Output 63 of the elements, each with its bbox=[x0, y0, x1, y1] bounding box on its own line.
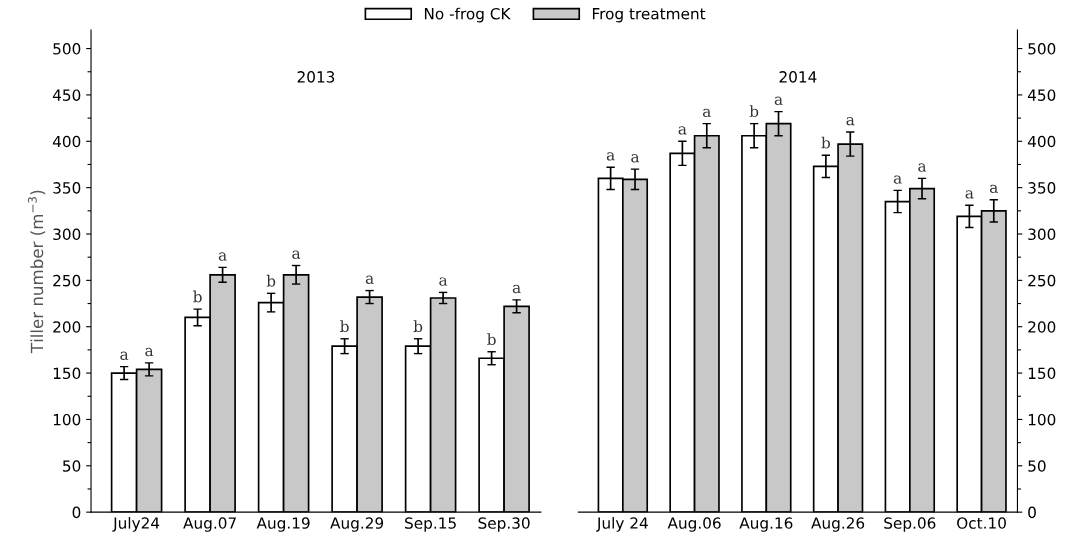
y2-tick-label: 350 bbox=[1028, 182, 1056, 194]
x-tick-label: Sep.30 bbox=[478, 517, 530, 532]
x-tick-label: Aug.19 bbox=[256, 517, 310, 532]
x-tick-label: Oct.10 bbox=[957, 517, 1006, 529]
data-label: a bbox=[218, 252, 227, 261]
y2-tick-label: 500 bbox=[1028, 43, 1056, 55]
y-tick-label: 0 bbox=[72, 506, 81, 519]
data-label: a bbox=[893, 175, 902, 184]
data-label: a bbox=[702, 108, 711, 117]
data-label: a bbox=[145, 347, 154, 357]
x-tick-label: July24 bbox=[112, 517, 160, 532]
data-label: a bbox=[292, 250, 301, 259]
y-tick-label: 250 bbox=[53, 274, 81, 287]
text: 2014 bbox=[779, 71, 817, 83]
data-label: b bbox=[413, 320, 423, 333]
x-tick-label: Sep.06 bbox=[884, 517, 936, 532]
data-label: b bbox=[340, 320, 349, 333]
text: 2013 bbox=[297, 71, 335, 83]
data-label: b bbox=[266, 274, 276, 287]
legend-label: Frog treatment bbox=[592, 8, 706, 23]
y-tick-label: 100 bbox=[53, 413, 81, 426]
data-label: a bbox=[965, 190, 974, 199]
y-tick-label: 200 bbox=[53, 321, 81, 333]
y-tick-label: 300 bbox=[53, 228, 81, 241]
x-tick-label: Aug.29 bbox=[330, 517, 384, 532]
data-label: a bbox=[989, 184, 998, 194]
data-label: a bbox=[512, 284, 521, 294]
x-tick-label: Aug.26 bbox=[811, 517, 865, 532]
y-axis-title: Tiller number (m$^{−3}$) bbox=[27, 190, 46, 354]
y2-tick-label: 250 bbox=[1028, 274, 1056, 287]
data-label: a bbox=[120, 351, 129, 360]
data-label: b bbox=[193, 290, 202, 303]
y2-tick-label: 50 bbox=[1028, 460, 1046, 472]
y2-tick-label: 150 bbox=[1028, 367, 1056, 380]
x-tick-label: Aug.07 bbox=[183, 517, 236, 532]
x-tick-label: Sep.15 bbox=[405, 517, 456, 532]
data-label: b bbox=[487, 333, 496, 346]
y2-tick-label: 450 bbox=[1027, 89, 1056, 101]
data-label: a bbox=[606, 152, 615, 161]
x-tick-label: Aug.16 bbox=[739, 517, 793, 532]
y2-tick-label: 100 bbox=[1028, 413, 1056, 426]
y-tick-label: 150 bbox=[53, 367, 81, 380]
data-label: b bbox=[821, 136, 830, 149]
data-label: a bbox=[846, 116, 855, 126]
x-tick-label: Aug.06 bbox=[667, 517, 721, 532]
data-label: a bbox=[439, 277, 448, 286]
y-tick-label: 400 bbox=[52, 135, 81, 148]
x-tick-label: July 24 bbox=[596, 517, 648, 532]
y2-tick-label: 400 bbox=[1027, 135, 1056, 148]
y2-tick-label: 300 bbox=[1028, 228, 1056, 241]
data-label: a bbox=[631, 154, 640, 163]
y-tick-label: 350 bbox=[53, 182, 81, 194]
y-tick-label: 500 bbox=[53, 43, 81, 55]
y-tick-label: 50 bbox=[63, 460, 81, 472]
data-label: a bbox=[774, 96, 783, 105]
data-label: a bbox=[678, 126, 687, 135]
y2-tick-label: 200 bbox=[1028, 321, 1056, 333]
data-label: a bbox=[918, 163, 927, 172]
data-label: b bbox=[749, 105, 759, 117]
legend-label: No -frog CK bbox=[424, 7, 511, 23]
y2-tick-label: 0 bbox=[1028, 506, 1036, 519]
data-label: a bbox=[365, 275, 374, 284]
y-tick-label: 450 bbox=[52, 89, 81, 101]
